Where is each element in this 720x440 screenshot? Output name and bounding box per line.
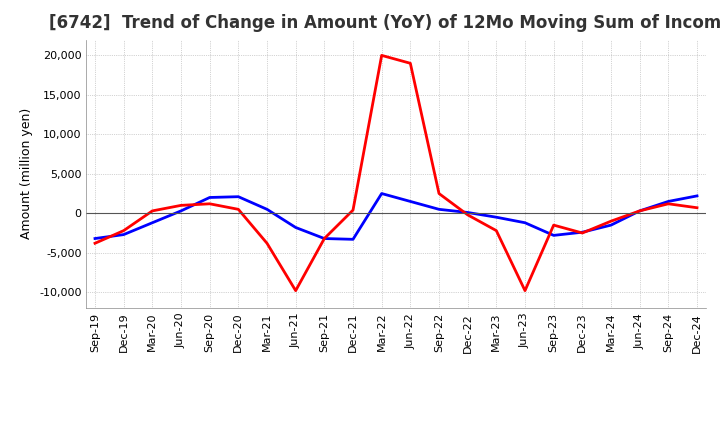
Net Income	[91, 241, 99, 246]
Net Income	[607, 219, 616, 224]
Ordinary Income	[492, 215, 500, 220]
Ordinary Income	[176, 208, 185, 213]
Net Income	[120, 228, 128, 233]
Net Income	[292, 288, 300, 293]
Ordinary Income	[635, 208, 644, 213]
Ordinary Income	[148, 220, 157, 225]
Y-axis label: Amount (million yen): Amount (million yen)	[20, 108, 34, 239]
Net Income	[148, 208, 157, 213]
Net Income	[406, 61, 415, 66]
Ordinary Income	[435, 207, 444, 212]
Ordinary Income	[521, 220, 529, 225]
Net Income	[464, 212, 472, 217]
Ordinary Income	[578, 230, 587, 235]
Ordinary Income	[693, 193, 701, 198]
Line: Ordinary Income: Ordinary Income	[95, 194, 697, 239]
Ordinary Income	[292, 225, 300, 230]
Line: Net Income: Net Income	[95, 55, 697, 291]
Net Income	[176, 203, 185, 208]
Ordinary Income	[348, 237, 357, 242]
Ordinary Income	[549, 233, 558, 238]
Ordinary Income	[120, 232, 128, 237]
Net Income	[635, 208, 644, 213]
Net Income	[693, 205, 701, 210]
Ordinary Income	[464, 210, 472, 215]
Title: [6742]  Trend of Change in Amount (YoY) of 12Mo Moving Sum of Incomes: [6742] Trend of Change in Amount (YoY) o…	[49, 15, 720, 33]
Ordinary Income	[320, 236, 328, 241]
Net Income	[377, 53, 386, 58]
Net Income	[348, 208, 357, 213]
Net Income	[492, 228, 500, 233]
Net Income	[521, 288, 529, 293]
Ordinary Income	[91, 236, 99, 241]
Ordinary Income	[205, 195, 214, 200]
Net Income	[234, 207, 243, 212]
Net Income	[578, 231, 587, 236]
Net Income	[263, 241, 271, 246]
Ordinary Income	[234, 194, 243, 199]
Ordinary Income	[664, 199, 672, 204]
Net Income	[205, 201, 214, 206]
Net Income	[549, 223, 558, 228]
Net Income	[435, 191, 444, 196]
Ordinary Income	[406, 199, 415, 204]
Net Income	[320, 236, 328, 241]
Ordinary Income	[263, 207, 271, 212]
Net Income	[664, 201, 672, 206]
Ordinary Income	[607, 223, 616, 228]
Ordinary Income	[377, 191, 386, 196]
